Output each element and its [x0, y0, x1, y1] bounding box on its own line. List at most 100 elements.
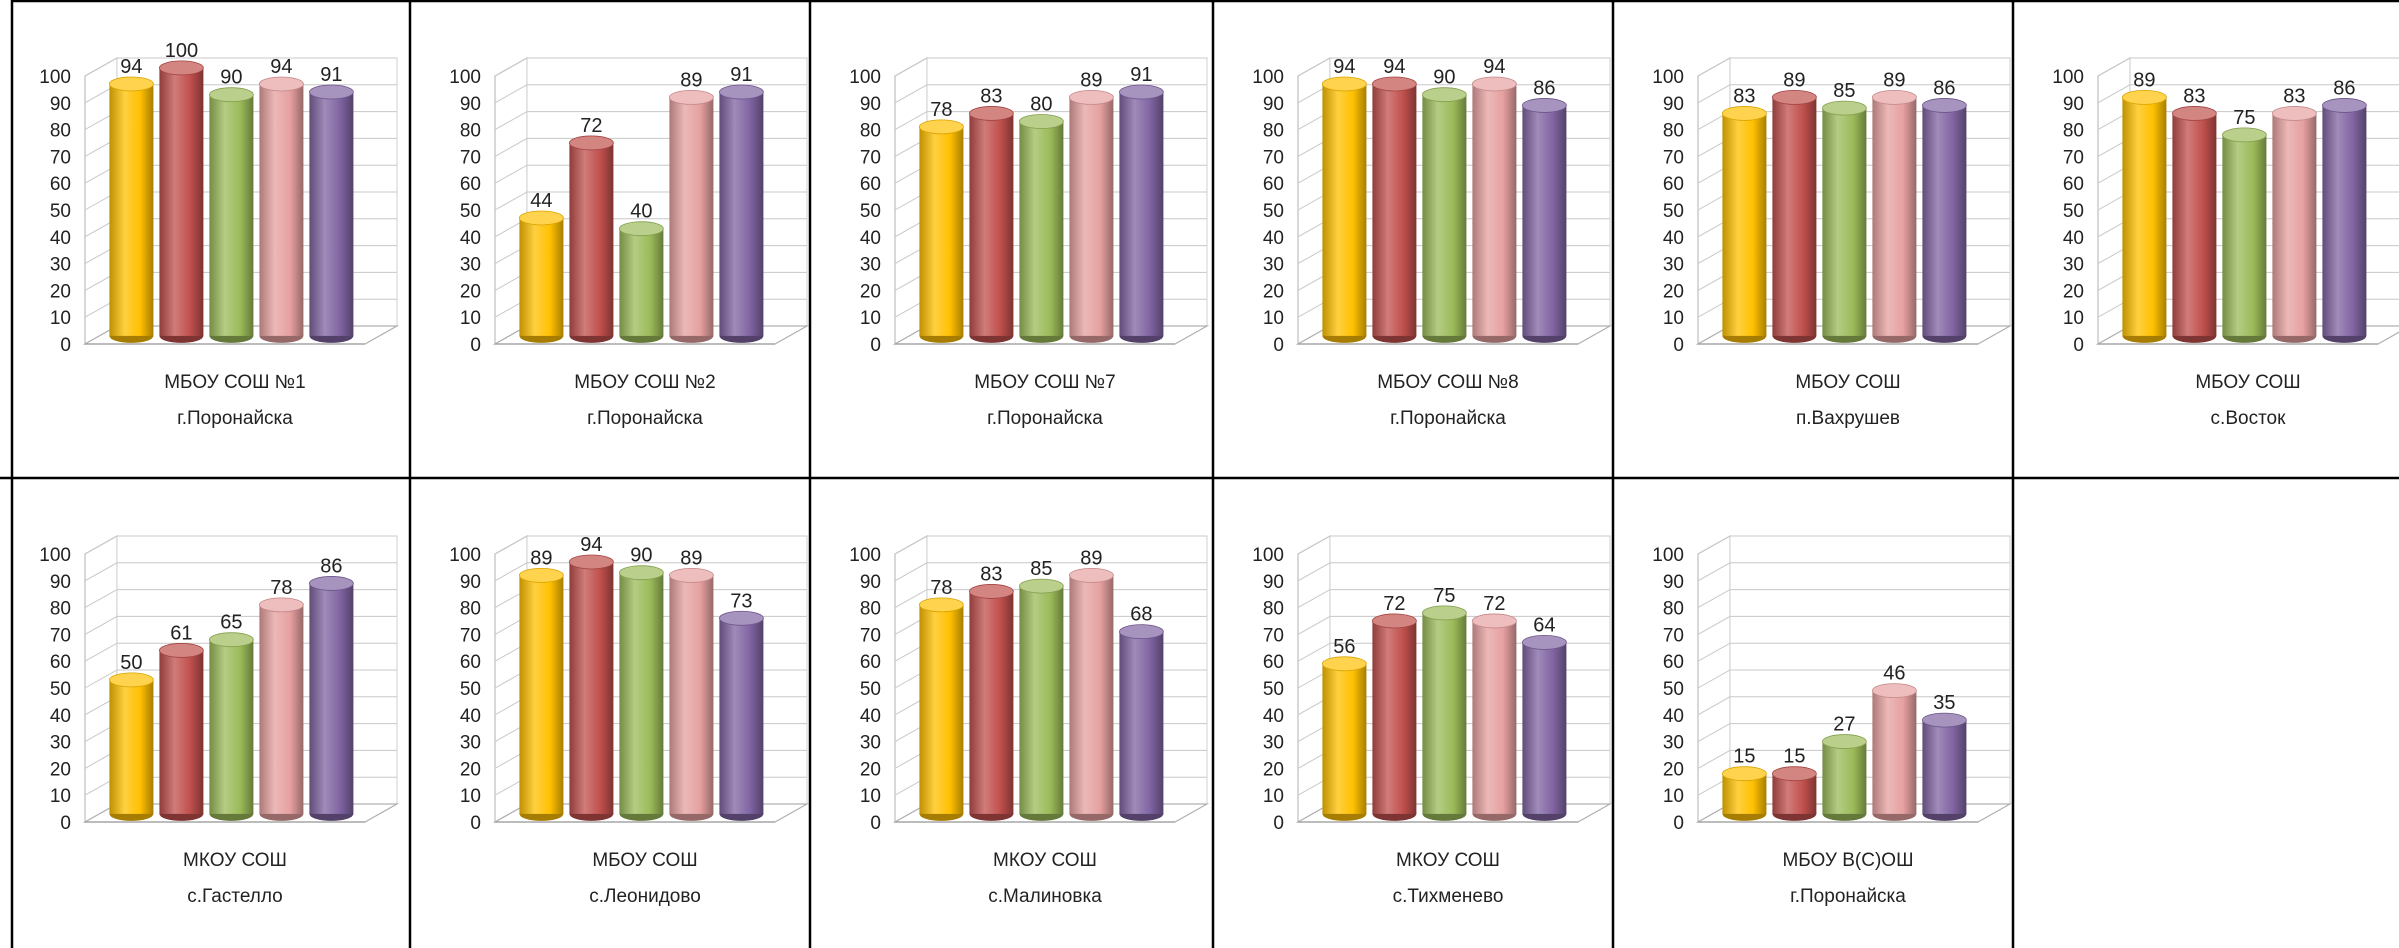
y-tick-label: 40: [1663, 228, 1684, 249]
bar: [1371, 76, 1417, 343]
gridline: [1697, 562, 2010, 582]
y-tick-label: 60: [860, 652, 881, 673]
y-tick-label: 20: [460, 281, 481, 302]
y-tick-label: 30: [1663, 255, 1684, 276]
bar: [968, 584, 1014, 821]
gridline: [494, 57, 807, 77]
y-tick-label: 20: [1663, 759, 1684, 780]
y-tick-label: 10: [50, 308, 71, 329]
y-tick-label: 0: [2073, 335, 2084, 356]
y-tick-label: 0: [470, 813, 481, 834]
data-label: 89: [680, 547, 702, 569]
y-tick-label: 10: [1263, 786, 1284, 807]
data-label: 86: [2333, 77, 2355, 99]
bar: [1871, 89, 1917, 343]
y-tick-label: 90: [1663, 94, 1684, 115]
category-label: МБОУ СОШ №2: [574, 372, 716, 393]
y-tick-label: 60: [1663, 652, 1684, 673]
gridline: [84, 615, 397, 635]
y-tick-label: 40: [460, 228, 481, 249]
data-label: 75: [1433, 585, 1455, 607]
data-label: 89: [1080, 547, 1102, 569]
bar-chart: 0 10 20 30 40 50 60 70 80 90 100 94 94 90 94 86 МБОУ СОШ…: [1252, 56, 1613, 429]
data-label: 64: [1533, 614, 1555, 636]
y-tick-label: 90: [1263, 572, 1284, 593]
chart-panel: 0 10 20 30 40 50 60 70 80 90 100 83 89 85 89 86 МБОУ СОШ…: [1613, 0, 2013, 478]
data-label: 90: [220, 67, 242, 89]
bar-chart: 0 10 20 30 40 50 60 70 80 90 100 15 15 27 46 35 МБОУ В(С…: [1652, 534, 2013, 907]
y-tick-label: 100: [1652, 545, 1684, 566]
y-tick-label: 80: [1263, 121, 1284, 142]
y-tick-label: 100: [1252, 67, 1284, 88]
data-label: 83: [2283, 85, 2305, 107]
data-label: 72: [1483, 593, 1505, 615]
bar: [568, 554, 614, 821]
chart-panel: 0 10 20 30 40 50 60 70 80 90 100 89 94 90 89 73 МБОУ СОШ…: [410, 478, 810, 948]
y-tick-label: 50: [50, 679, 71, 700]
bar-chart: 0 10 20 30 40 50 60 70 80 90 100 89 94 90 89 73 МБОУ СОШ…: [449, 534, 810, 907]
y-tick-label: 100: [449, 545, 481, 566]
y-tick-label: 80: [50, 121, 71, 142]
gridline: [1297, 57, 1610, 77]
bar: [1371, 613, 1417, 821]
bar: [1821, 100, 1867, 343]
gridline: [894, 589, 1207, 609]
gridline: [1697, 669, 2010, 689]
bar: [1721, 766, 1767, 821]
gridline: [494, 164, 807, 184]
y-tick-label: 10: [50, 786, 71, 807]
category-label: г.Поронайска: [1790, 886, 1906, 907]
y-tick-label: 40: [1263, 228, 1284, 249]
y-tick-label: 100: [449, 67, 481, 88]
data-label: 78: [930, 577, 952, 599]
y-tick-label: 30: [460, 733, 481, 754]
data-label: 86: [320, 555, 342, 577]
gridline: [494, 84, 807, 104]
y-tick-label: 70: [50, 147, 71, 168]
bar: [518, 210, 564, 343]
y-tick-label: 50: [860, 679, 881, 700]
bar-chart: 0 10 20 30 40 50 60 70 80 90 100 44 72 40 89 91 МБОУ СОШ…: [449, 56, 810, 429]
y-tick-label: 50: [460, 679, 481, 700]
y-tick-label: 60: [460, 652, 481, 673]
category-label: МКОУ СОШ: [183, 850, 287, 871]
y-tick-label: 50: [2063, 201, 2084, 222]
gridline: [1697, 696, 2010, 716]
data-label: 46: [1883, 663, 1905, 685]
data-label: 78: [930, 99, 952, 121]
bar: [568, 135, 614, 343]
y-tick-label: 60: [50, 652, 71, 673]
y-tick-label: 50: [860, 201, 881, 222]
bar: [518, 567, 564, 821]
y-tick-label: 60: [1263, 652, 1284, 673]
y-tick-label: 10: [1263, 308, 1284, 329]
gridline: [1697, 723, 2010, 743]
bar-chart: 0 10 20 30 40 50 60 70 80 90 100 94 100 90 94 91 МБОУ СО…: [39, 40, 400, 429]
data-label: 80: [1030, 94, 1052, 116]
data-label: 94: [1333, 56, 1355, 78]
y-tick-label: 10: [460, 308, 481, 329]
category-label: г.Поронайска: [587, 408, 703, 429]
y-tick-label: 60: [1663, 174, 1684, 195]
y-tick-label: 100: [849, 545, 881, 566]
y-tick-label: 40: [50, 706, 71, 727]
bar-chart: 0 10 20 30 40 50 60 70 80 90 100 83 89 85 89 86 МБОУ СОШ…: [1652, 56, 2013, 429]
y-tick-label: 70: [1663, 147, 1684, 168]
y-tick-label: 90: [50, 94, 71, 115]
gridline: [1697, 535, 2010, 555]
y-tick-label: 40: [860, 228, 881, 249]
gridline: [1297, 615, 1610, 635]
gridline: [84, 562, 397, 582]
bar: [1321, 656, 1367, 821]
chart-panel: 0 10 20 30 40 50 60 70 80 90 100 94 100 90 94 91 МБОУ СО…: [0, 0, 410, 478]
data-label: 89: [530, 547, 552, 569]
y-tick-label: 50: [1263, 201, 1284, 222]
bar: [1521, 98, 1567, 343]
chart-panel: 0 10 20 30 40 50 60 70 80 90 100 15 15 27 46 35 МБОУ В(С…: [1613, 478, 2013, 948]
bar: [1018, 114, 1064, 343]
bar: [1118, 624, 1164, 821]
y-tick-label: 30: [1663, 733, 1684, 754]
gridline: [894, 562, 1207, 582]
y-tick-label: 70: [50, 625, 71, 646]
y-tick-label: 70: [860, 147, 881, 168]
